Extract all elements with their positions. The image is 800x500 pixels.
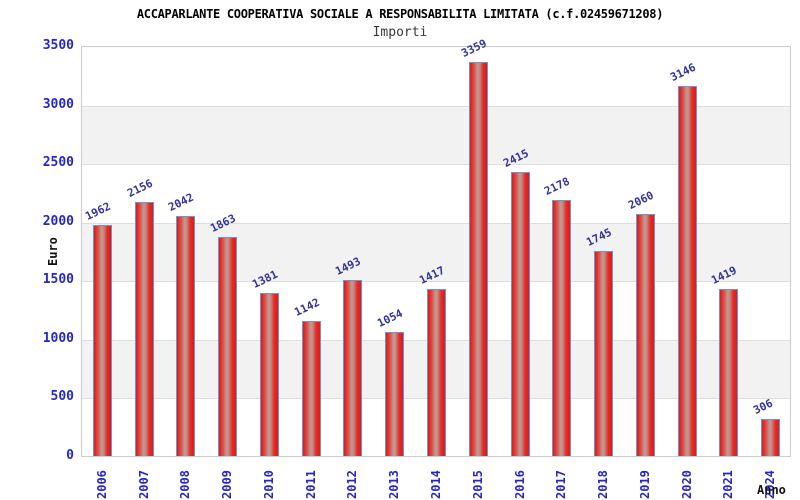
bar: [176, 215, 196, 456]
gridline: [82, 222, 790, 224]
bar: [468, 61, 488, 456]
x-tick-label: 2011: [303, 470, 318, 499]
y-tick-label: 3000: [42, 96, 74, 112]
gridline: [82, 164, 790, 166]
bar: [594, 250, 614, 456]
x-tick-label: 2010: [261, 470, 276, 499]
y-tick-label: 500: [50, 389, 74, 405]
x-tick-label: 2018: [596, 470, 611, 499]
gridline: [82, 105, 790, 107]
bar: [635, 213, 655, 456]
y-tick-label: 0: [66, 448, 74, 463]
x-tick-label: 2012: [345, 470, 360, 499]
x-tick-label: 2008: [178, 470, 193, 499]
y-tick-label: 1500: [42, 272, 74, 288]
y-tick-label: 3500: [42, 38, 74, 53]
plot-band: [82, 105, 790, 165]
x-tick-label: 2019: [637, 470, 652, 499]
gridline: [82, 281, 790, 283]
bar: [427, 289, 446, 456]
x-tick-label: 2006: [94, 470, 109, 499]
bar: [343, 280, 363, 456]
x-tick-label: 2020: [679, 470, 694, 499]
chart-title: ACCAPARLANTE COOPERATIVA SOCIALE A RESPO…: [136, 7, 664, 21]
bar: [719, 288, 739, 456]
bar: [510, 172, 530, 456]
x-tick-label: 2013: [387, 470, 402, 499]
y-tick-label: 1000: [42, 330, 74, 346]
x-tick-label: 2014: [429, 470, 443, 499]
bar: [552, 199, 572, 456]
x-tick-label: 2015: [470, 470, 485, 499]
x-tick-label: 2007: [136, 470, 151, 499]
plot-area: [81, 46, 791, 457]
y-tick-label: 2500: [42, 155, 74, 171]
bar: [134, 202, 154, 456]
y-tick-label: 2000: [42, 213, 74, 229]
bar: [92, 225, 112, 456]
x-tick-label: 2009: [220, 470, 235, 499]
chart-subtitle: Importi: [372, 25, 428, 40]
bar: [677, 86, 697, 456]
bar: [218, 236, 238, 456]
bar: [301, 321, 321, 456]
bar: [385, 331, 405, 456]
plot-band: [82, 222, 790, 282]
x-tick-label: 2021: [721, 470, 736, 499]
bar: [761, 419, 781, 456]
x-tick-label: 2016: [512, 470, 527, 499]
x-tick-label: 2017: [554, 470, 569, 499]
y-axis-label: Euro: [46, 237, 60, 266]
bar: [259, 293, 279, 456]
x-axis-label: Anno: [757, 483, 786, 497]
